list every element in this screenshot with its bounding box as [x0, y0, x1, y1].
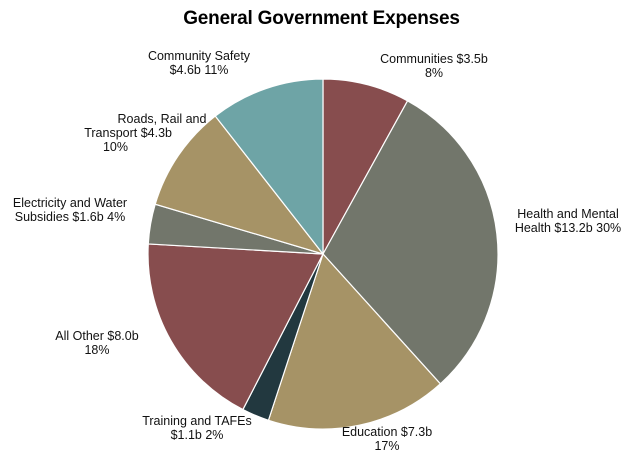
slice-label-line: 8%: [425, 66, 443, 80]
chart-title: General Government Expenses: [183, 8, 460, 29]
slice-label: Roads, Rail and Transport $4.3b 10%: [84, 112, 206, 154]
slice-label: Communities $3.5b 8%: [380, 52, 488, 80]
slice-label: Health and Mental Health $13.2b 30%: [515, 207, 621, 235]
pie-slice-education: [267, 252, 442, 430]
pie-slice-communities: [322, 78, 409, 255]
slice-label-line: Health $13.2b 30%: [515, 221, 621, 235]
slice-label-line: Transport $4.3b: [84, 126, 172, 140]
slice-label: All Other $8.0b 18%: [55, 329, 138, 357]
slice-label: Community Safety $4.6b 11%: [148, 49, 251, 77]
slice-label-line: 10%: [103, 140, 128, 154]
slice-label-line: Community Safety: [148, 49, 251, 63]
pie-slice-health-and-mental-health: [322, 99, 499, 385]
slice-label: Training and TAFEs $1.1b 2%: [142, 414, 252, 442]
slice-label-line: All Other $8.0b: [55, 329, 138, 343]
slice-label-line: 18%: [84, 343, 109, 357]
slice-label: Electricity and Water Subsidies $1.6b 4%: [13, 196, 127, 224]
slice-label-line: 17%: [374, 439, 399, 450]
slice-label-line: Roads, Rail and: [118, 112, 207, 126]
slice-label-line: Education $7.3b: [342, 425, 432, 439]
pie-slice-all-other: [147, 243, 324, 411]
slice-label-line: Communities $3.5b: [380, 52, 488, 66]
pie-slice-roads-rail-and-transport: [154, 115, 325, 256]
slice-label-line: Subsidies $1.6b 4%: [15, 210, 126, 224]
slice-label-line: Training and TAFEs: [142, 414, 252, 428]
slice-label-line: $1.1b 2%: [171, 428, 224, 442]
slice-label-line: Health and Mental: [517, 207, 618, 221]
slice-label-line: $4.6b 11%: [170, 63, 229, 77]
slice-label: Education $7.3b 17%: [342, 425, 432, 450]
slice-label-line: Electricity and Water: [13, 196, 127, 210]
pie-slice-community-safety: [214, 78, 324, 256]
